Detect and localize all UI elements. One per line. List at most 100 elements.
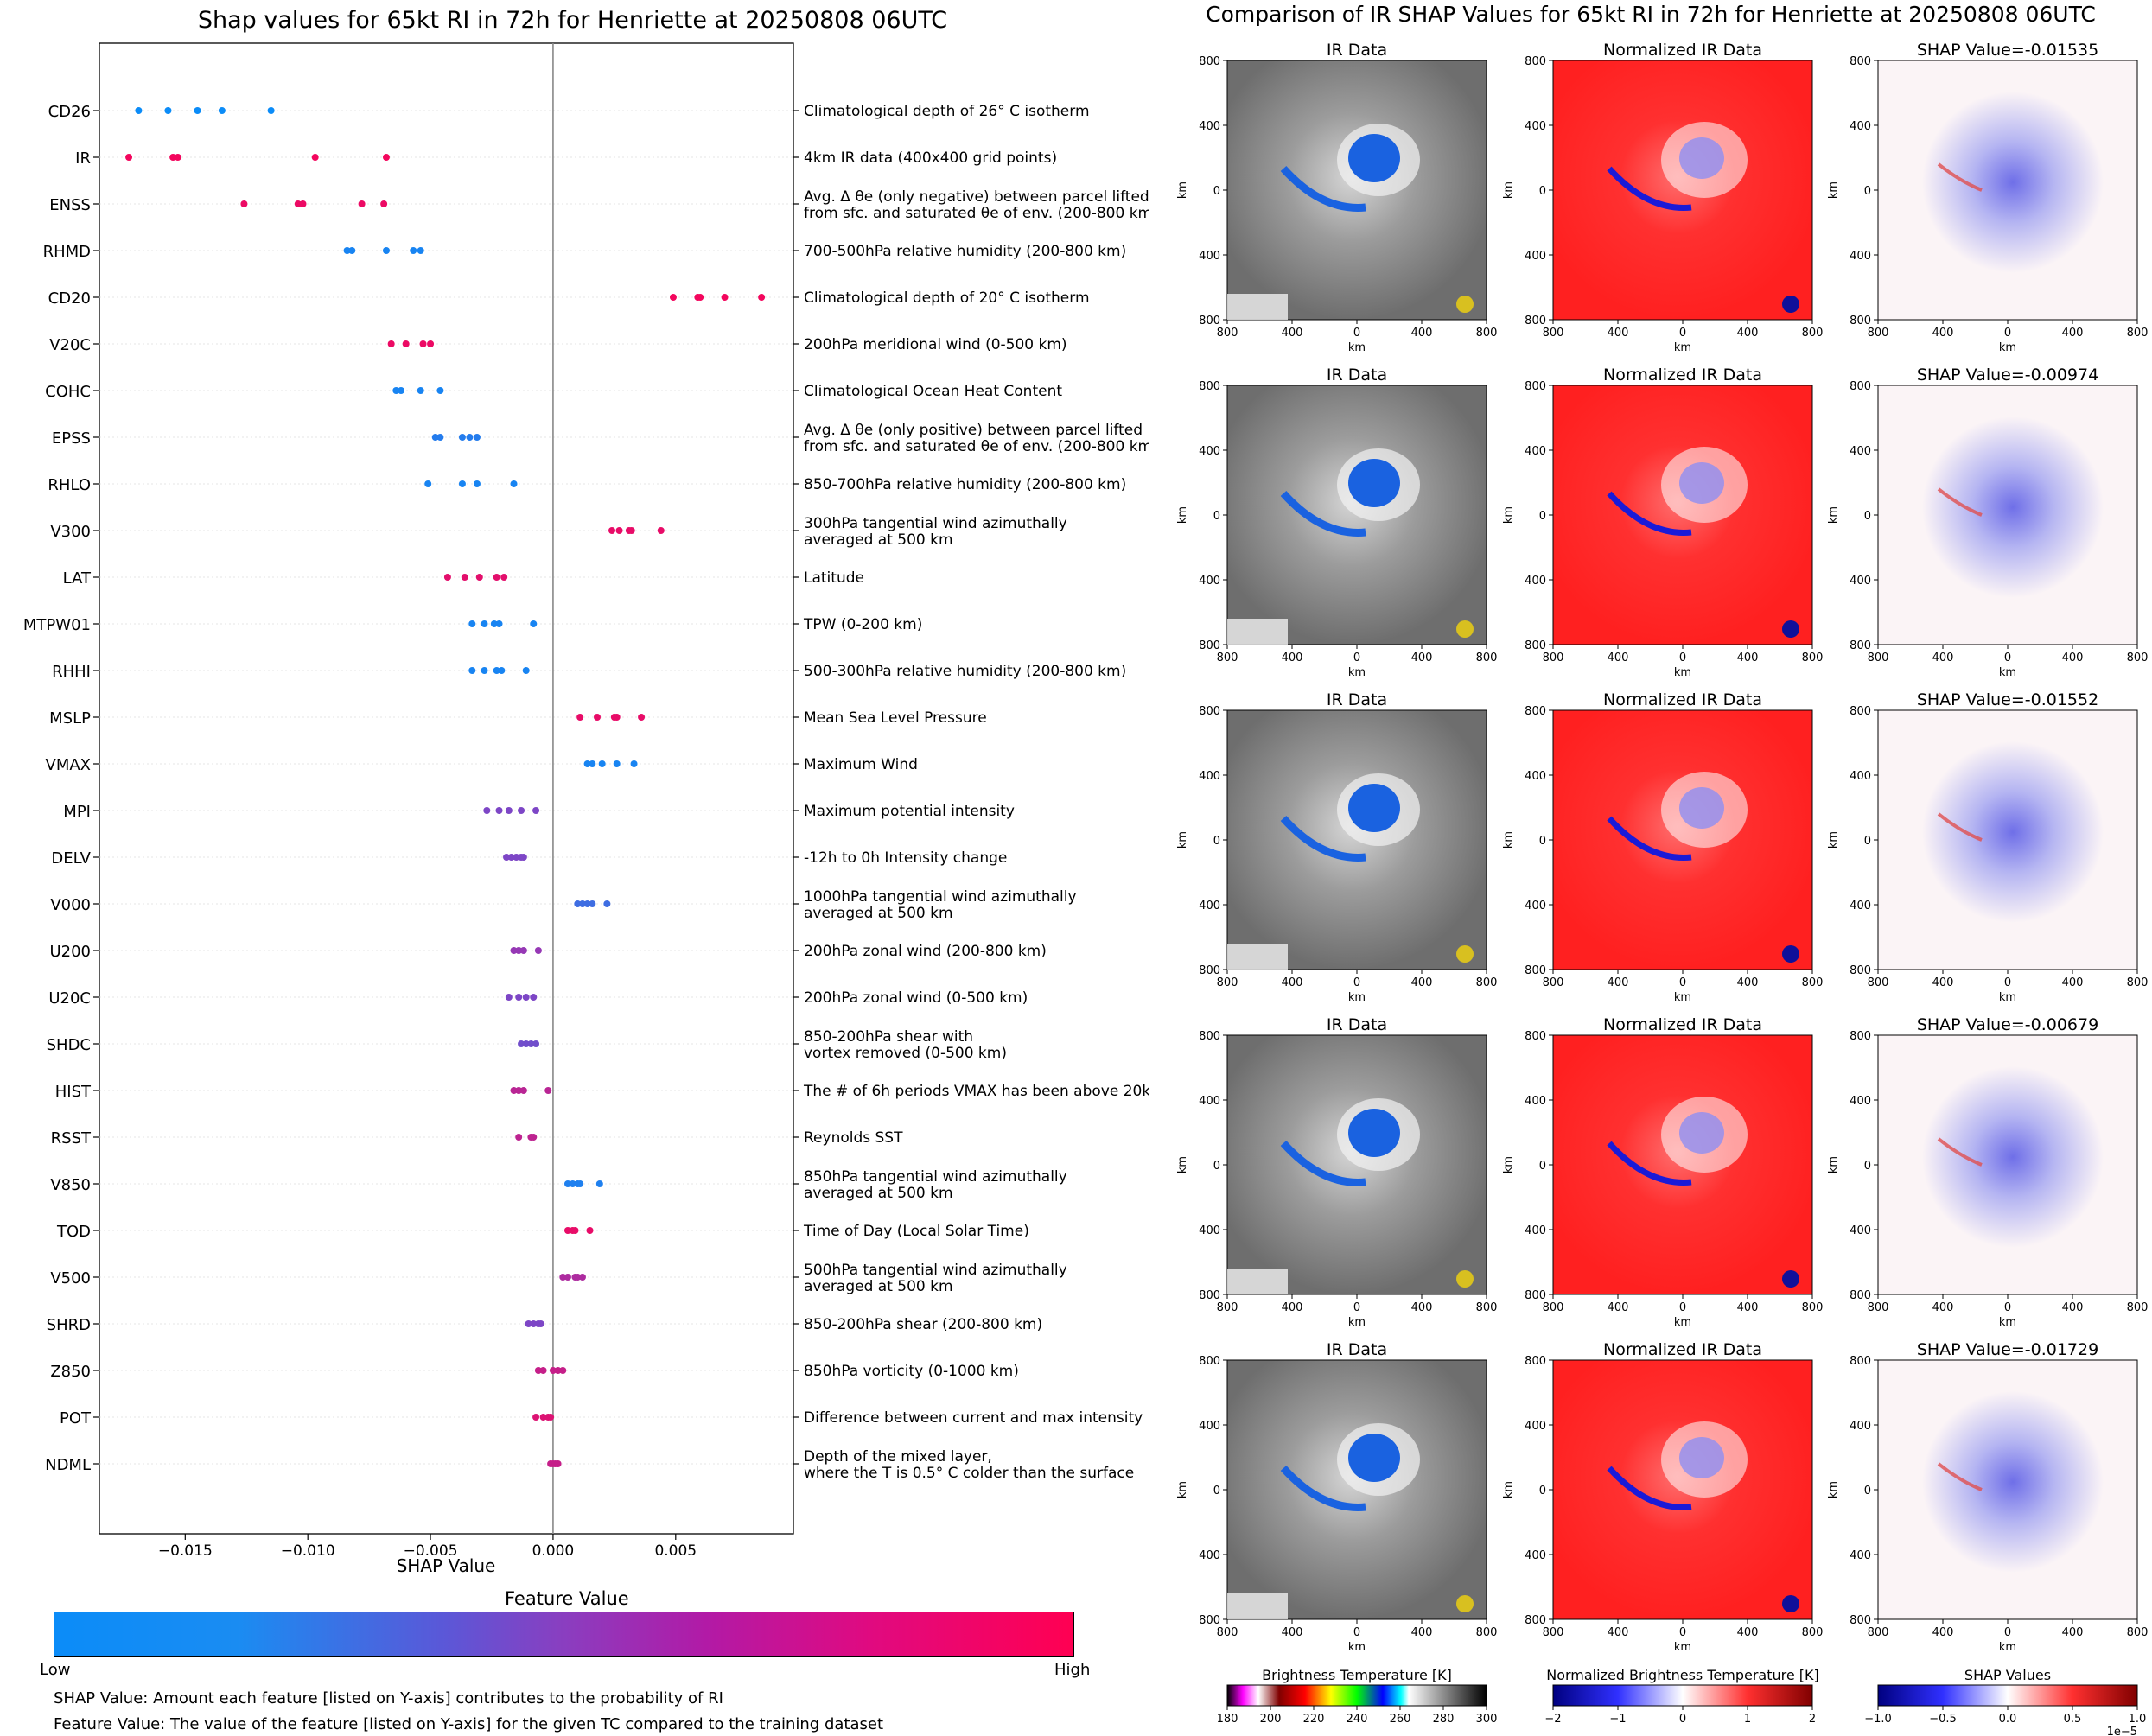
shap-point [578, 900, 586, 907]
shap-point [164, 107, 172, 114]
shap-positive-band [1937, 1462, 1983, 1491]
feature-label-v000: V000 [50, 896, 91, 914]
feature-desc-hist: The # of 6h periods VMAX has been above … [803, 1083, 1149, 1100]
x-tick-label: 800 [1476, 327, 1498, 340]
shap-point [657, 527, 665, 534]
y-axis-label: km [1502, 506, 1515, 524]
y-tick-label: 400 [1199, 770, 1220, 783]
feature-label-epss: EPSS [52, 429, 91, 448]
shap-point [493, 574, 500, 581]
x-tick-label: 0 [1353, 652, 1360, 665]
y-tick-label: 800 [1199, 380, 1220, 393]
x-tick-label: 400 [1737, 976, 1759, 989]
panel-title: SHAP Value=-0.00974 [1917, 366, 2098, 385]
shap-point [574, 900, 582, 907]
x-tick-label: 400 [1282, 652, 1303, 665]
x-tick-label: 0.000 [532, 1542, 575, 1560]
panel-ir-3: IR Data 800 400 0 400 800 km 800 400 0 400 800 km [1176, 690, 1497, 1004]
shap-point [436, 387, 444, 394]
shap-point [510, 480, 518, 487]
x-tick-label: 0 [2004, 1301, 2011, 1314]
x-tick-label: −0.005 [404, 1542, 458, 1560]
shap-point [576, 1180, 584, 1187]
y-tick-label: 400 [1525, 120, 1546, 133]
shap-point [382, 247, 390, 254]
colorbar-tick-label: −0.5 [1929, 1713, 1957, 1726]
shap-point [505, 807, 513, 814]
feature-desc-lat: Latitude [804, 569, 864, 587]
feature-desc-mslp: Mean Sea Level Pressure [804, 709, 987, 727]
y-tick-label: 800 [1199, 315, 1220, 327]
x-tick-label: 400 [2062, 976, 2084, 989]
feature-desc-pot: Difference between current and max inten… [804, 1409, 1143, 1427]
y-tick-label: 800 [1199, 1289, 1220, 1302]
shap-point [559, 1274, 567, 1281]
panel-title: IR Data [1327, 41, 1387, 60]
colorbar-label: Normalized Brightness Temperature [K] [1546, 1667, 1819, 1683]
x-axis-label: km [1999, 341, 2016, 354]
x-tick-label: 800 [1476, 652, 1498, 665]
panel-title: SHAP Value=-0.01535 [1917, 41, 2098, 60]
shap-point [194, 107, 201, 114]
y-tick-label: 800 [1850, 705, 1871, 718]
shap-point [532, 1040, 540, 1047]
shap-positive-band [1937, 487, 1983, 517]
shap-point [503, 854, 511, 861]
x-tick-label: 800 [1543, 1301, 1564, 1314]
shap-point [539, 1367, 547, 1374]
shap-positive-band [1937, 162, 1983, 192]
shap-point [544, 1087, 552, 1094]
y-tick-label: 400 [1850, 1549, 1871, 1562]
feature-desc-cd20: Climatological depth of 20° C isotherm [804, 289, 1090, 307]
y-tick-label: 400 [1199, 575, 1220, 588]
shap-point [466, 434, 474, 441]
y-tick-label: 400 [1199, 900, 1220, 913]
feature-desc-rsst: Reynolds SST [804, 1129, 903, 1147]
shap-point [343, 247, 351, 254]
shap-point [589, 760, 596, 767]
colorbar-bar [1226, 1684, 1487, 1707]
colorbar-tick-label: 2 [1809, 1713, 1816, 1726]
shap-point [569, 1180, 576, 1187]
feature-label-lat: LAT [63, 569, 92, 588]
x-tick-label: 800 [1868, 976, 1889, 989]
x-tick-label: 800 [1868, 327, 1889, 340]
colorbar-bar [1877, 1684, 2138, 1707]
caption-shap: SHAP Value: Amount each feature [listed … [54, 1689, 723, 1707]
corner-cloud [1227, 944, 1288, 970]
y-tick-label: 400 [1199, 1095, 1220, 1108]
x-axis-label: km [1348, 341, 1366, 354]
legend-high-label: High [1054, 1661, 1091, 1679]
shap-point [532, 807, 540, 814]
feature-desc-delv: -12h to 0h Intensity change [804, 849, 1007, 867]
shap-point [578, 1274, 586, 1281]
x-tick-label: 800 [1543, 976, 1564, 989]
y-axis-label: km [1827, 1481, 1840, 1498]
feature-desc-rhlo: 850-700hPa relative humidity (200-800 km… [804, 476, 1126, 493]
shap-point [608, 527, 616, 534]
x-tick-label: −0.015 [158, 1542, 213, 1560]
shap-point [627, 527, 635, 534]
y-tick-label: 800 [1850, 55, 1871, 68]
shap-point [554, 1367, 562, 1374]
right-chart-title: Comparison of IR SHAP Values for 65kt RI… [1206, 2, 2096, 27]
shap-point [431, 434, 439, 441]
panel-title: IR Data [1327, 366, 1387, 385]
feature-desc-u200: 200hPa zonal wind (200-800 km) [804, 943, 1047, 960]
shap-point [563, 1274, 571, 1281]
panel-shap-2: SHAP Value=-0.00974 800 400 0 400 800 km 800 400… [1827, 366, 2148, 679]
shap-point [493, 667, 500, 674]
y-axis-label: km [1176, 1481, 1189, 1498]
shap-point [574, 1274, 582, 1281]
shap-point [563, 1227, 571, 1234]
shap-point [218, 107, 226, 114]
shap-point [458, 480, 466, 487]
y-tick-label: 0 [1539, 835, 1546, 848]
y-tick-label: 400 [1850, 575, 1871, 588]
y-tick-label: 400 [1850, 770, 1871, 783]
panel-title: IR Data [1327, 1340, 1387, 1359]
feature-label-v500: V500 [50, 1269, 91, 1288]
colorbar-tick-label: −2 [1544, 1713, 1561, 1726]
y-tick-label: 400 [1850, 1420, 1871, 1433]
y-tick-label: 0 [1213, 1485, 1220, 1498]
